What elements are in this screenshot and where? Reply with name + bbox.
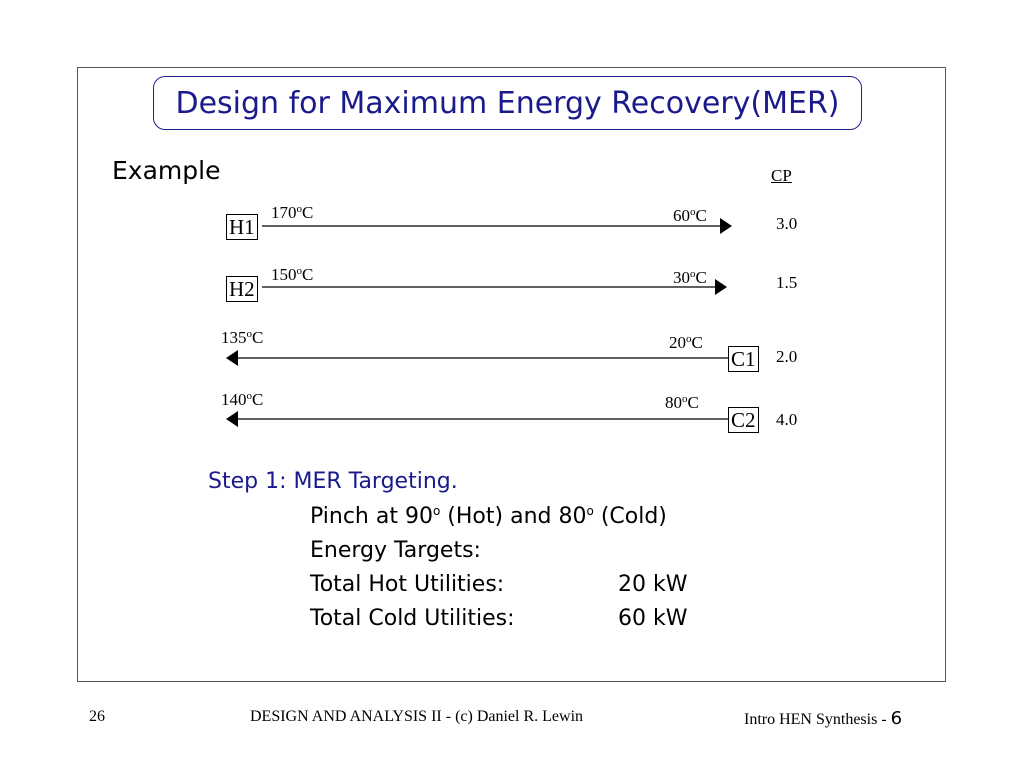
- stream-box-h2: H2: [226, 276, 258, 302]
- arrow-head-h1: [720, 218, 732, 234]
- example-label: Example: [112, 156, 221, 185]
- energy-targets-label: Energy Targets:: [310, 538, 481, 563]
- temp-h2-supply: 150oC: [271, 265, 314, 284]
- cold-utilities-value: 60 kW: [618, 606, 688, 631]
- cp-h1: 3.0: [776, 214, 798, 233]
- arrow-head-c1: [226, 350, 238, 366]
- temp-c1-supply: 20oC: [669, 333, 703, 352]
- temp-h1-target: 60oC: [673, 206, 707, 225]
- cp-header: CP: [771, 166, 792, 185]
- footer-page-number: 26: [89, 708, 105, 725]
- step-heading: Step 1: MER Targeting.: [208, 469, 458, 494]
- footer-section: Intro HEN Synthesis - 6: [744, 708, 903, 729]
- temp-h2-target: 30oC: [673, 268, 707, 287]
- arrow-head-h2: [715, 279, 727, 295]
- slide-frame: [77, 67, 946, 682]
- hot-utilities-label: Total Hot Utilities:: [310, 572, 505, 597]
- pinch-line: Pinch at 90o (Hot) and 80o (Cold): [310, 504, 667, 529]
- cold-utilities-label: Total Cold Utilities:: [310, 606, 515, 631]
- stream-box-c1: C1: [728, 346, 759, 372]
- slide-title: Design for Maximum Energy Recovery(MER): [153, 76, 862, 130]
- footer-course: DESIGN AND ANALYSIS II - (c) Daniel R. L…: [250, 708, 584, 725]
- cp-h2: 1.5: [776, 273, 798, 292]
- stream-box-h1: H1: [226, 214, 258, 240]
- cp-c2: 4.0: [776, 410, 798, 429]
- temp-c2-supply: 80oC: [665, 393, 699, 412]
- arrow-head-c2: [226, 411, 238, 427]
- temp-c1-target: 135oC: [221, 328, 264, 347]
- cp-c1: 2.0: [776, 347, 798, 366]
- stream-box-c2: C2: [728, 407, 759, 433]
- temp-h1-supply: 170oC: [271, 203, 314, 222]
- hot-utilities-value: 20 kW: [618, 572, 688, 597]
- temp-c2-target: 140oC: [221, 390, 264, 409]
